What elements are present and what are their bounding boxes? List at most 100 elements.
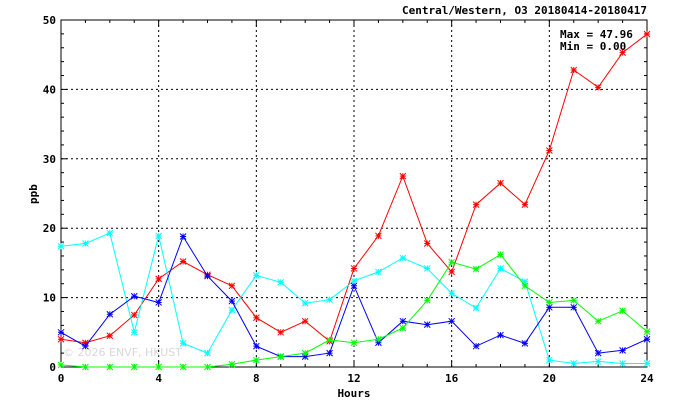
x-tick-label: 4 <box>155 372 162 385</box>
tick-labels: 0 4 8 12 16 20 24 0 10 20 30 40 50 <box>43 14 654 385</box>
data-point <box>521 282 529 290</box>
y-tick-label: 10 <box>43 292 56 305</box>
data-point <box>643 30 651 38</box>
data-point <box>130 311 138 319</box>
x-tick-label: 20 <box>543 372 556 385</box>
data-point <box>570 360 578 367</box>
data-point <box>423 240 431 247</box>
data-point <box>399 172 407 180</box>
data-point <box>204 272 211 280</box>
data-point <box>594 349 602 357</box>
data-point <box>375 335 382 343</box>
data-point <box>472 265 480 273</box>
data-point <box>350 277 358 285</box>
x-tick-label: 8 <box>253 372 260 385</box>
data-point <box>448 258 456 266</box>
data-point <box>252 342 260 350</box>
data-point <box>228 282 236 290</box>
max-stat: Max = 47.96 <box>560 28 633 41</box>
data-point <box>594 358 602 365</box>
data-point <box>643 328 651 335</box>
data-point <box>545 299 553 306</box>
series-group <box>57 30 651 347</box>
y-axis-label: ppb <box>27 184 40 204</box>
data-point <box>179 363 187 371</box>
data-point <box>375 268 382 276</box>
series-group <box>57 229 651 367</box>
data-point <box>155 363 163 371</box>
data-point <box>497 265 504 272</box>
y-tick-label: 50 <box>43 14 56 27</box>
data-point <box>521 278 529 285</box>
data-point <box>228 297 236 305</box>
data-point <box>570 297 578 304</box>
data-point <box>423 297 431 304</box>
data-point <box>179 233 187 240</box>
data-point <box>82 363 89 371</box>
data-point <box>472 304 480 312</box>
x-tick-label: 24 <box>640 372 654 385</box>
data-point <box>448 268 456 276</box>
watermark-text: © 2026 ENVF, HKUST <box>63 346 182 359</box>
data-point <box>326 349 333 357</box>
data-point <box>57 335 65 343</box>
data-point <box>497 179 504 187</box>
data-point <box>399 254 407 262</box>
data-point <box>179 258 187 265</box>
data-point <box>57 361 65 369</box>
data-point <box>106 310 114 318</box>
data-point <box>277 278 285 286</box>
data-point <box>179 340 187 347</box>
series-layer <box>57 30 651 371</box>
data-point <box>155 299 163 306</box>
data-point <box>399 317 407 325</box>
data-point <box>252 314 260 322</box>
data-point <box>57 242 65 250</box>
grid-lines <box>61 20 647 367</box>
data-point <box>301 299 309 307</box>
data-point <box>350 282 358 290</box>
data-point <box>399 324 407 332</box>
data-point <box>130 292 138 300</box>
data-point <box>448 290 456 297</box>
y-tick-label: 20 <box>43 222 56 235</box>
data-point <box>155 232 163 240</box>
data-point <box>106 332 114 340</box>
data-point <box>643 335 651 343</box>
data-point <box>301 349 309 357</box>
data-point <box>521 340 529 347</box>
y-tick-label: 40 <box>43 83 56 96</box>
data-point <box>619 307 626 315</box>
data-point <box>277 328 285 336</box>
min-stat: Min = 0.00 <box>560 40 626 53</box>
data-point <box>130 328 138 336</box>
data-point <box>472 201 480 208</box>
data-point <box>326 296 333 304</box>
data-point <box>545 147 553 154</box>
data-point <box>619 49 626 56</box>
data-point <box>521 201 529 208</box>
series-group <box>57 233 651 360</box>
data-point <box>252 356 260 364</box>
data-point <box>130 363 138 371</box>
plot-frame <box>60 19 648 368</box>
chart-title: Central/Western, O3 20180414-20180417 <box>402 4 647 17</box>
data-point <box>497 251 504 258</box>
data-point <box>326 336 333 344</box>
data-point <box>106 363 114 371</box>
data-point <box>375 339 382 347</box>
data-point <box>619 360 626 367</box>
data-point <box>350 265 358 272</box>
axis-ticks <box>60 19 648 368</box>
data-point <box>545 356 553 364</box>
data-point <box>228 360 236 368</box>
data-point <box>82 240 89 247</box>
x-tick-label: 16 <box>445 372 459 385</box>
data-point <box>252 272 260 279</box>
data-point <box>57 328 65 336</box>
data-point <box>155 275 163 283</box>
data-point <box>472 342 480 350</box>
x-tick-label: 12 <box>347 372 360 385</box>
data-point <box>350 339 358 347</box>
